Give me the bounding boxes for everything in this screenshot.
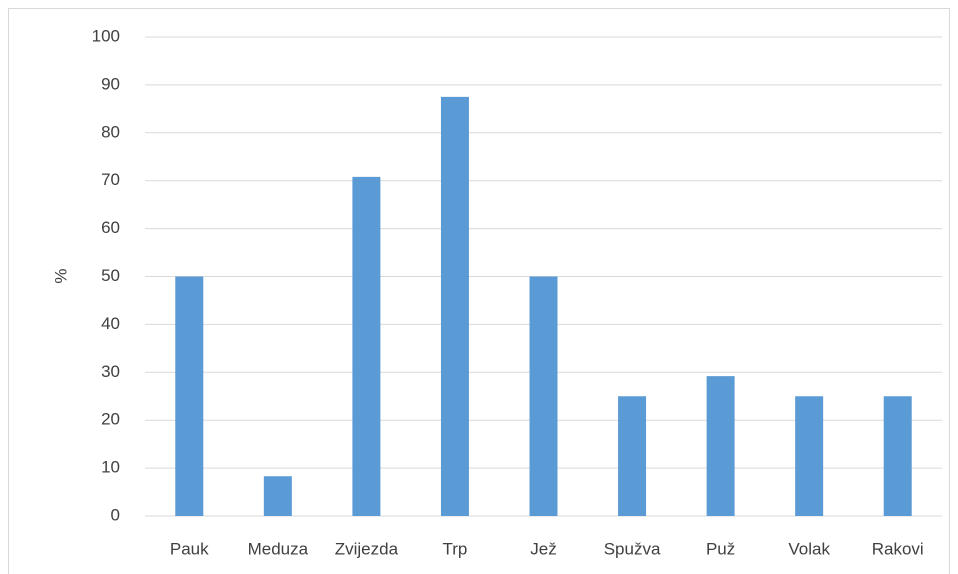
y-axis-label: % xyxy=(51,268,70,283)
x-tick-label: Trp xyxy=(443,539,468,558)
y-tick-label: 10 xyxy=(101,458,120,477)
x-tick-label: Puž xyxy=(706,539,735,558)
y-tick-label: 70 xyxy=(101,170,120,189)
y-tick-label: 100 xyxy=(92,26,120,45)
x-tick-label: Meduza xyxy=(248,539,309,558)
x-tick-label: Rakovi xyxy=(872,539,924,558)
y-tick-label: 90 xyxy=(101,74,120,93)
x-tick-label: Pauk xyxy=(170,539,209,558)
y-tick-label: 60 xyxy=(101,218,120,237)
x-tick-label: Spužva xyxy=(604,539,661,558)
bar xyxy=(263,476,292,516)
bar xyxy=(529,276,558,516)
bar xyxy=(706,376,735,516)
bar xyxy=(795,396,824,516)
y-tick-label: 0 xyxy=(111,505,120,524)
bar xyxy=(175,276,204,516)
bar xyxy=(352,176,381,517)
y-tick-label: 30 xyxy=(101,362,120,381)
chart-frame xyxy=(8,8,950,574)
bar xyxy=(440,96,469,516)
bar xyxy=(618,396,647,516)
x-tick-label: Zvijezda xyxy=(335,539,399,558)
y-tick-label: 50 xyxy=(101,266,120,285)
bar xyxy=(883,396,912,516)
x-tick-label: Volak xyxy=(788,539,830,558)
y-tick-label: 80 xyxy=(101,122,120,141)
y-tick-label: 20 xyxy=(101,410,120,429)
y-tick-label: 40 xyxy=(101,314,120,333)
x-tick-label: Jež xyxy=(530,539,556,558)
